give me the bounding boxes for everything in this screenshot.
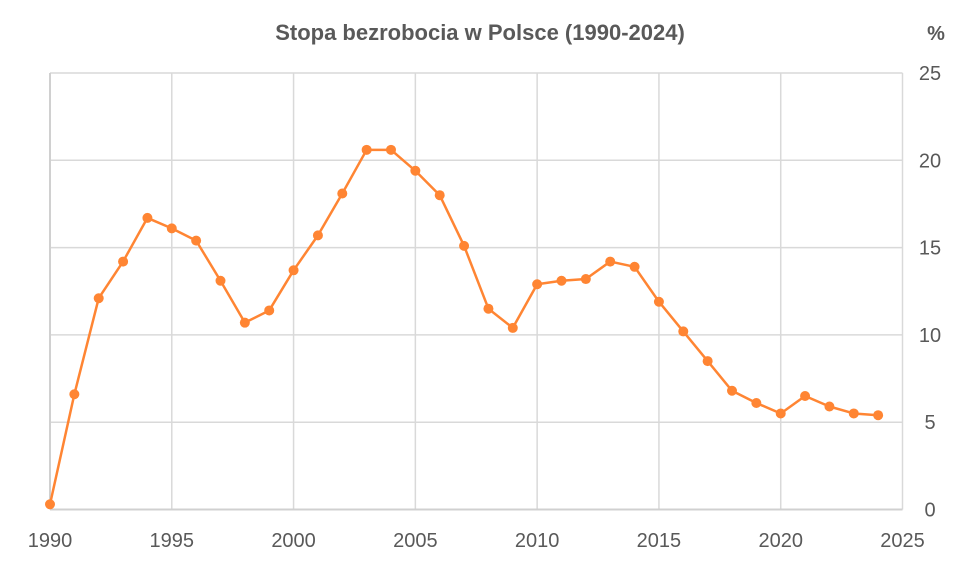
series	[45, 144, 884, 510]
data-point	[556, 275, 567, 286]
data-point	[580, 274, 591, 285]
y-tick-label: 10	[919, 325, 941, 347]
x-tick-label: 2020	[758, 530, 803, 552]
data-point	[93, 293, 104, 304]
data-point	[873, 410, 884, 421]
data-point	[239, 317, 250, 328]
data-point	[386, 144, 396, 155]
data-point	[288, 265, 299, 276]
data-point	[751, 397, 762, 408]
data-point	[848, 408, 859, 419]
y-axis-unit-label: %	[927, 23, 945, 45]
data-point	[800, 391, 811, 402]
y-tick-label: 0	[924, 500, 935, 522]
data-point	[410, 165, 421, 176]
data-point	[45, 499, 55, 510]
data-point	[727, 385, 737, 396]
data-point	[215, 275, 226, 286]
data-point	[702, 356, 713, 367]
data-point	[483, 303, 494, 314]
data-point	[337, 188, 348, 199]
y-tick-label: 20	[919, 150, 941, 172]
x-tick-label: 1995	[150, 530, 195, 552]
data-point	[264, 305, 275, 316]
data-point	[118, 256, 129, 267]
y-tick-label: 15	[919, 238, 941, 260]
data-point	[361, 144, 372, 155]
grid	[49, 72, 904, 511]
data-point	[775, 408, 786, 419]
data-point	[142, 212, 153, 223]
data-point	[532, 279, 543, 290]
x-tick-label: 1990	[28, 530, 73, 552]
x-tick-label: 2005	[393, 530, 438, 552]
x-tick-label: 2010	[515, 530, 560, 552]
data-point	[191, 235, 202, 246]
series-line	[48, 148, 879, 505]
data-point	[824, 401, 835, 412]
data-point	[678, 326, 689, 337]
data-point	[434, 190, 445, 201]
data-point	[605, 256, 616, 267]
data-point	[166, 223, 177, 234]
data-point	[312, 230, 323, 241]
x-tick-label: 2000	[271, 530, 316, 552]
data-point	[629, 261, 640, 272]
y-tick-label: 5	[924, 412, 935, 434]
chart-title: Stopa bezrobocia w Polsce (1990-2024)	[275, 20, 685, 45]
x-tick-label: 2015	[637, 530, 682, 552]
x-tick-label: 2025	[880, 530, 925, 552]
data-point	[653, 296, 664, 307]
data-point	[507, 322, 518, 333]
data-point	[69, 389, 80, 400]
data-point	[459, 240, 470, 251]
y-tick-label: 25	[919, 63, 941, 85]
